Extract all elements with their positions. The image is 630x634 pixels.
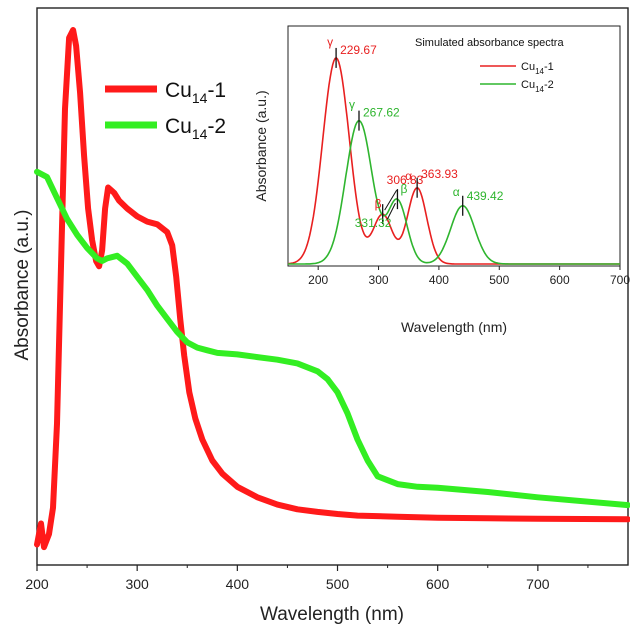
main-x-tick-label-300: 300 [125, 576, 149, 592]
main-series-line-cu14-2 [34, 168, 630, 509]
inset-chart: 200 300 400 500 600 700 γ229.67γ267.62β306.83… [250, 18, 630, 348]
main-x-tick-label-600: 600 [426, 576, 450, 592]
inset-peak-greek-label: β [375, 197, 382, 211]
inset-peak-value-label: 229.67 [340, 43, 377, 57]
inset-x-tick-label-200: 200 [308, 273, 328, 287]
inset-x-ticks: 200 300 400 500 600 700 [308, 266, 630, 287]
inset-peak-value-label: 331.32 [355, 216, 392, 230]
inset-annotation-229-67: γ 229.67 [327, 35, 377, 68]
main-x-tick-label-400: 400 [226, 576, 250, 592]
inset-legend-label-cu14-2: Cu14-2 [521, 79, 554, 94]
inset-x-tick-label-600: 600 [550, 273, 570, 287]
main-x-axis-label: Wavelength (nm) [260, 604, 404, 625]
inset-plot-frame [287, 25, 621, 267]
inset-peak-greek-label: α [453, 185, 460, 199]
main-series-line-cu14-1 [34, 27, 630, 551]
inset-legend-entry-cu14-1: Cu14-1 [480, 61, 554, 76]
inset-legend-entry-cu14-2: Cu14-2 [480, 79, 554, 94]
inset-peak-greek-label: γ [349, 98, 355, 112]
main-x-tick-label-200: 200 [25, 576, 49, 592]
main-legend-label-cu14-1: Cu14-1 [165, 79, 226, 106]
inset-series-lines [287, 56, 620, 265]
inset-legend: Cu14-1 Cu14-2 [480, 61, 554, 94]
inset-annotation-363-93: α 363.93 [405, 167, 458, 198]
inset-peak-arrow [387, 202, 396, 220]
inset-peak-value-label: 363.93 [421, 167, 458, 181]
inset-peak-greek-label: β [400, 182, 407, 196]
inset-peak-arrow [384, 189, 398, 211]
inset-x-axis-label: Wavelength (nm) [401, 319, 507, 335]
inset-x-tick-label-700: 700 [610, 273, 630, 287]
inset-peak-value-label: 306.83 [387, 173, 424, 187]
main-chart: 200 300 400 500 600 700 Wavelength (nm) Absor… [12, 7, 630, 625]
main-series-lines [34, 27, 630, 551]
main-x-ticks: 200 300 400 500 600 700 [25, 565, 589, 592]
inset-annotation-331-32: β 331.32 [355, 182, 408, 230]
main-legend-entry-cu14-1: Cu14-1 [105, 79, 226, 106]
inset-peak-value-label: 439.42 [467, 189, 504, 203]
inset-title: Simulated absorbance spectra [415, 37, 564, 49]
inset-x-tick-label-500: 500 [489, 273, 509, 287]
inset-annotation-267-62: γ 267.62 [349, 98, 400, 131]
inset-series-line-cu14-2 [288, 119, 620, 265]
inset-peak-greek-label: α [405, 169, 412, 183]
inset-background [250, 18, 626, 348]
inset-x-tick-label-300: 300 [369, 273, 389, 287]
inset-annotation-439-42: α 439.42 [453, 185, 504, 216]
main-y-axis-label: Absorbance (a.u.) [12, 209, 33, 360]
main-x-tick-label-700: 700 [526, 576, 550, 592]
main-legend-label-cu14-2: Cu14-2 [165, 115, 226, 142]
inset-peak-greek-label: γ [327, 35, 333, 49]
main-legend: Cu14-1 Cu14-2 [105, 79, 226, 142]
inset-peak-value-label: 267.62 [363, 106, 400, 120]
inset-x-tick-label-400: 400 [429, 273, 449, 287]
main-legend-entry-cu14-2: Cu14-2 [105, 115, 226, 142]
main-x-tick-label-500: 500 [326, 576, 350, 592]
inset-y-axis-label: Absorbance (a.u.) [253, 90, 269, 201]
inset-legend-label-cu14-1: Cu14-1 [521, 61, 554, 76]
main-plot-frame [36, 7, 629, 566]
